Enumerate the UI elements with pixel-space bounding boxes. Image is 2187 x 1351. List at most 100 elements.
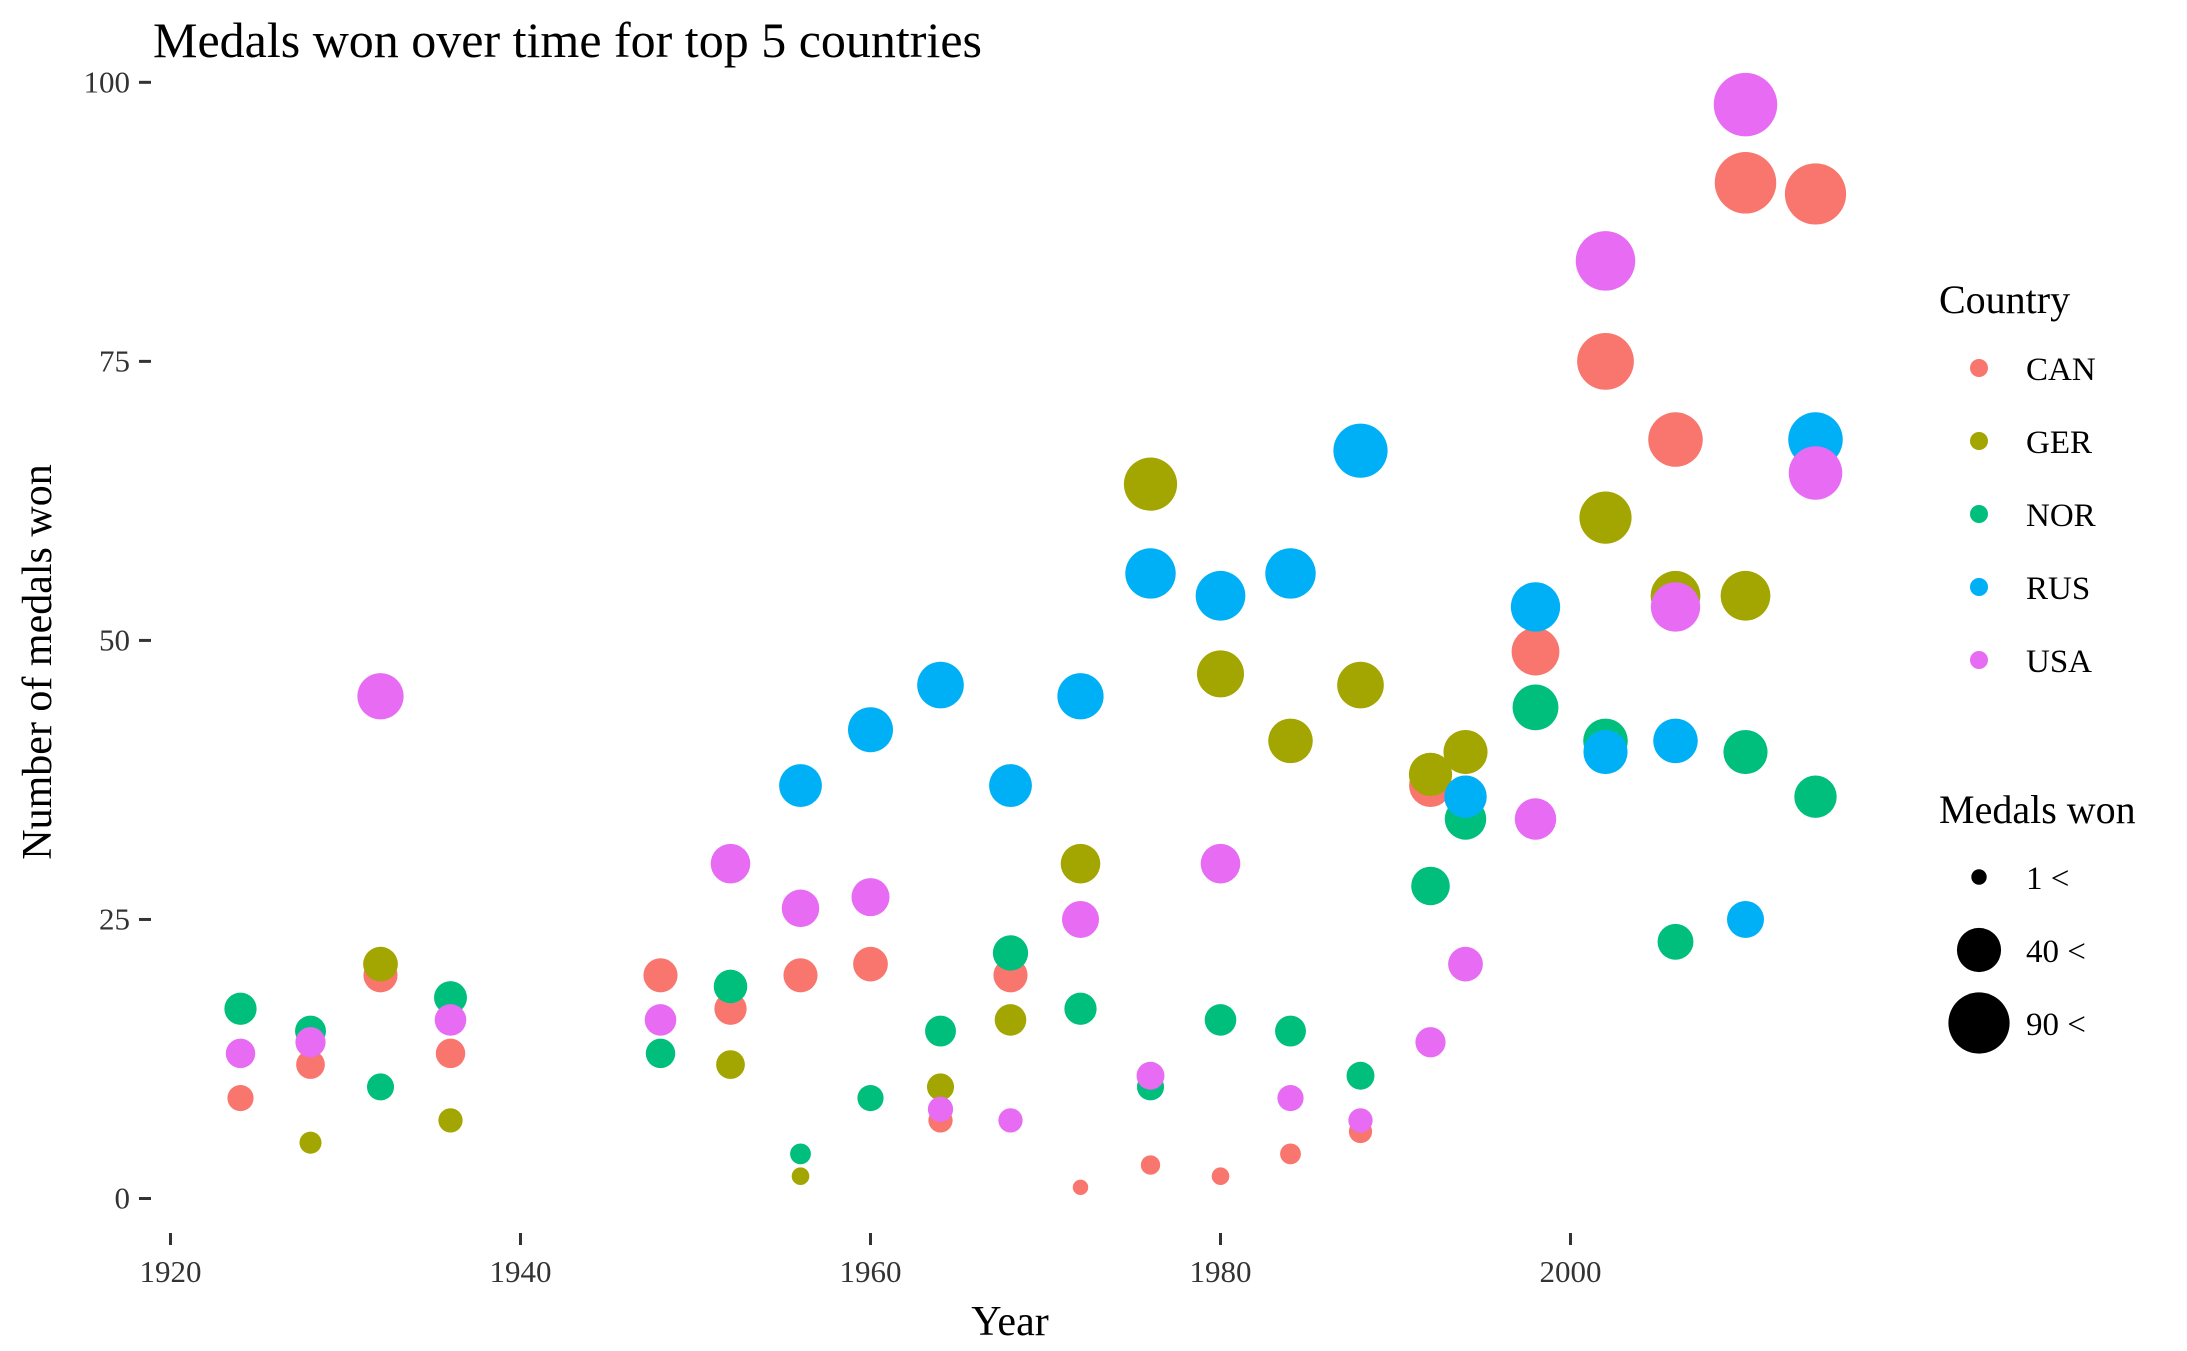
- x-tick-label: 1980: [1190, 1254, 1252, 1289]
- point-rus: [989, 764, 1032, 807]
- x-tick-label: 1960: [840, 1254, 902, 1289]
- point-usa: [1136, 1061, 1165, 1090]
- point-ger: [1060, 843, 1101, 884]
- point-ger: [363, 946, 398, 982]
- x-tick-label: 2000: [1540, 1254, 1602, 1289]
- point-ger: [926, 1073, 955, 1101]
- point-usa: [1650, 582, 1701, 632]
- legend-label-usa: USA: [2026, 644, 2092, 680]
- point-can: [853, 946, 888, 982]
- point-usa: [710, 843, 751, 884]
- point-can: [1784, 163, 1847, 225]
- point-usa: [851, 878, 890, 917]
- size-legend-title: Medals won: [1939, 787, 2136, 832]
- point-rus: [917, 661, 964, 709]
- point-rus: [1727, 900, 1764, 938]
- point-can: [1072, 1179, 1089, 1196]
- y-tick-label: 0: [115, 1181, 131, 1216]
- y-axis-title: Number of medals won: [15, 464, 61, 859]
- point-rus: [1653, 718, 1698, 764]
- point-ger: [299, 1131, 322, 1154]
- point-can: [435, 1038, 466, 1069]
- point-ger: [791, 1167, 810, 1186]
- point-ger: [716, 1050, 745, 1079]
- legend-key-usa: [1970, 651, 1988, 669]
- point-can: [643, 958, 678, 993]
- point-can: [1648, 412, 1703, 467]
- legend: Country CAN GER NOR RUS USA Medals won 1 < 40…: [1939, 277, 2136, 1054]
- data-points: [224, 72, 1847, 1196]
- size-legend-label: 1 <: [2026, 861, 2069, 897]
- point-can: [1211, 1167, 1230, 1186]
- legend-label-ger: GER: [2026, 425, 2092, 461]
- point-can: [1511, 627, 1560, 676]
- point-nor: [857, 1084, 884, 1112]
- legend-label-nor: NOR: [2026, 498, 2096, 534]
- point-ger: [1579, 491, 1632, 544]
- point-nor: [645, 1038, 676, 1069]
- point-nor: [434, 981, 467, 1015]
- point-nor: [1657, 923, 1694, 960]
- point-usa: [644, 1004, 677, 1036]
- x-tick-label: 1940: [490, 1254, 552, 1289]
- point-usa: [1514, 798, 1557, 840]
- point-rus: [1125, 548, 1176, 599]
- chart-title: Medals won over time for top 5 countries: [153, 12, 982, 68]
- size-legend-label: 40 <: [2026, 934, 2086, 970]
- point-can: [1140, 1155, 1161, 1175]
- legend-label-can: CAN: [2026, 352, 2096, 388]
- point-can: [1714, 152, 1777, 214]
- point-nor: [925, 1015, 956, 1047]
- point-usa: [357, 673, 404, 720]
- x-tick-label: 1920: [140, 1254, 202, 1289]
- point-ger: [994, 1004, 1027, 1036]
- y-tick-label: 75: [99, 343, 130, 378]
- point-nor: [1346, 1061, 1375, 1090]
- point-usa: [434, 1004, 467, 1036]
- size-legend: 1 < 40 < 90 <: [1948, 861, 2086, 1054]
- point-rus: [1333, 423, 1388, 478]
- point-rus: [848, 707, 893, 753]
- y-tick-label: 100: [84, 64, 131, 99]
- point-nor: [1204, 1004, 1237, 1036]
- y-tick-label: 50: [99, 622, 130, 657]
- legend-key-can: [1970, 359, 1988, 377]
- point-usa: [1415, 1027, 1446, 1058]
- size-legend-key: [1948, 992, 2010, 1054]
- point-usa: [295, 1027, 326, 1058]
- point-can: [296, 1050, 325, 1079]
- legend-label-rus: RUS: [2026, 571, 2090, 607]
- point-usa: [225, 1038, 256, 1069]
- point-usa: [998, 1108, 1023, 1133]
- size-legend-label: 90 <: [2026, 1007, 2086, 1043]
- point-rus: [1444, 775, 1487, 818]
- point-ger: [1196, 650, 1245, 698]
- point-ger: [1443, 729, 1488, 775]
- x-axis-title: Year: [971, 1299, 1048, 1345]
- point-usa: [1575, 231, 1636, 291]
- point-rus: [1510, 582, 1561, 632]
- point-rus: [1583, 729, 1628, 775]
- point-ger: [1408, 752, 1453, 797]
- legend-key-nor: [1970, 505, 1988, 523]
- point-nor: [224, 992, 257, 1025]
- point-nor: [1512, 684, 1559, 731]
- point-rus: [1195, 570, 1246, 621]
- color-legend: CAN GER NOR RUS USA: [1970, 352, 2096, 680]
- y-tick-label: 25: [99, 901, 130, 936]
- point-can: [1577, 332, 1634, 390]
- point-nor: [1723, 729, 1768, 775]
- point-can: [227, 1084, 254, 1112]
- point-can: [1280, 1143, 1301, 1165]
- point-nor: [1411, 866, 1450, 906]
- point-usa: [1348, 1108, 1373, 1133]
- legend-key-ger: [1970, 432, 1988, 450]
- point-usa: [927, 1096, 954, 1122]
- legend-key-rus: [1970, 578, 1988, 596]
- point-ger: [1337, 661, 1384, 709]
- size-legend-key: [1956, 927, 2002, 973]
- point-nor: [790, 1143, 811, 1165]
- point-rus: [1265, 548, 1316, 599]
- size-legend-key: [1971, 869, 1987, 885]
- point-ger: [1123, 457, 1178, 511]
